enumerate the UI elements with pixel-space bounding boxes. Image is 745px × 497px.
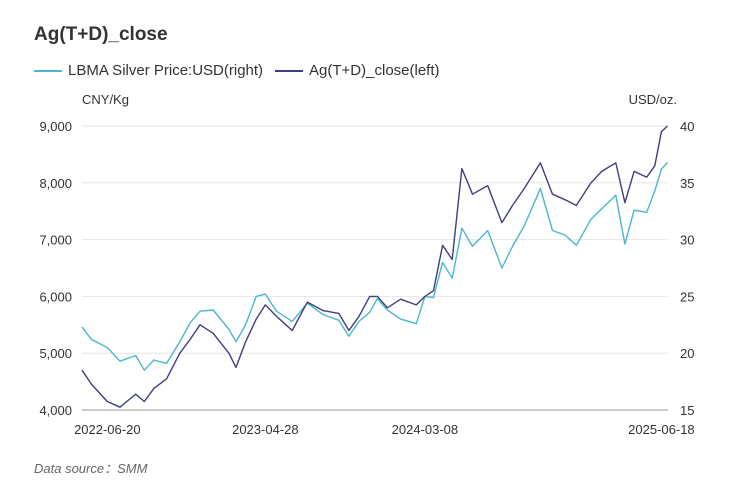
y-left-unit-label: CNY/Kg (82, 92, 129, 107)
x-tick-label: 2023-04-28 (232, 422, 299, 437)
y-right-tick-label: 20 (680, 346, 694, 361)
legend-label-lbma: LBMA Silver Price:USD(right) (68, 62, 264, 79)
y-right-tick-label: 15 (680, 403, 694, 418)
y-right-tick-label: 30 (680, 233, 694, 248)
series-line-agtd (81, 125, 668, 408)
y-left-tick-label: 7,000 (39, 233, 72, 248)
y-left-tick-label: 9,000 (39, 119, 72, 134)
data-source-note: Data source：SMM (34, 461, 148, 476)
legend-swatch-agtd (275, 69, 304, 72)
chart-legend: LBMA Silver Price:USD(right) Ag(T+D)_clo… (34, 62, 452, 79)
y-right-tick-label: 35 (680, 176, 694, 191)
legend-label-agtd: Ag(T+D)_close(left) (309, 62, 440, 79)
y-left-tick-label: 5,000 (39, 346, 72, 361)
x-tick-label: 2024-03-08 (392, 422, 459, 437)
x-tick-label: 2025-06-18 (628, 422, 695, 437)
y-right-unit-label: USD/oz. (628, 92, 677, 107)
y-right-tick-label: 25 (680, 289, 694, 304)
legend-item-lbma[interactable]: LBMA Silver Price:USD(right) (34, 62, 263, 79)
legend-item-agtd[interactable]: Ag(T+D)_close(left) (275, 62, 440, 79)
x-tick-label: 2022-06-20 (74, 422, 141, 437)
y-left-tick-label: 4,000 (39, 403, 72, 418)
y-left-tick-label: 8,000 (39, 176, 72, 191)
y-right-tick-label: 40 (680, 119, 694, 134)
legend-swatch-lbma (34, 69, 62, 72)
y-left-tick-label: 6,000 (39, 289, 72, 304)
series-line-lbma (81, 161, 669, 371)
chart-title: Ag(T+D)_close (34, 24, 168, 45)
